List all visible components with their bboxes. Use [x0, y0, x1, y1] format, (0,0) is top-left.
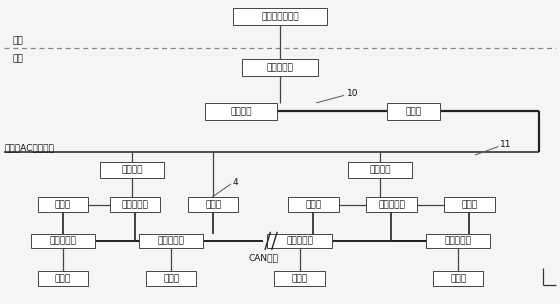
Text: 隔离耦合器: 隔离耦合器 — [122, 200, 148, 209]
FancyBboxPatch shape — [274, 271, 325, 286]
FancyBboxPatch shape — [242, 59, 318, 76]
Text: 4: 4 — [232, 178, 238, 187]
Text: 姿态检测器: 姿态检测器 — [158, 237, 185, 245]
Text: 电磁阀: 电磁阀 — [55, 274, 71, 283]
FancyBboxPatch shape — [110, 198, 160, 212]
Text: 姿态检测器: 姿态检测器 — [286, 237, 313, 245]
Text: 传感器: 传感器 — [205, 200, 221, 209]
Text: 11: 11 — [500, 140, 512, 149]
Text: 电磁阀: 电磁阀 — [291, 274, 307, 283]
Text: 双路电源: 双路电源 — [370, 166, 391, 174]
Text: 双路电源: 双路电源 — [122, 166, 143, 174]
Text: 顺槽主机: 顺槽主机 — [230, 107, 252, 116]
Text: 电磁阀: 电磁阀 — [164, 274, 179, 283]
FancyBboxPatch shape — [205, 103, 277, 119]
Text: 姿态检测器: 姿态检测器 — [49, 237, 76, 245]
Text: 姿态检测器: 姿态检测器 — [445, 237, 472, 245]
FancyBboxPatch shape — [288, 198, 338, 212]
Text: 传感器: 传感器 — [305, 200, 321, 209]
Text: 隔离耦合器: 隔离耦合器 — [378, 200, 405, 209]
FancyBboxPatch shape — [38, 271, 88, 286]
Text: 传感器: 传感器 — [55, 200, 71, 209]
FancyBboxPatch shape — [433, 271, 483, 286]
Text: 工作面AC电源线路: 工作面AC电源线路 — [4, 143, 54, 152]
FancyBboxPatch shape — [348, 162, 412, 178]
FancyBboxPatch shape — [445, 198, 494, 212]
Text: 电磁阀: 电磁阀 — [450, 274, 466, 283]
FancyBboxPatch shape — [426, 234, 491, 248]
Text: 传感器: 传感器 — [461, 200, 478, 209]
FancyBboxPatch shape — [366, 198, 417, 212]
FancyBboxPatch shape — [31, 234, 95, 248]
FancyBboxPatch shape — [232, 8, 328, 25]
Text: 地面主控计算机: 地面主控计算机 — [261, 12, 299, 21]
Text: 井下: 井下 — [12, 54, 24, 63]
FancyBboxPatch shape — [146, 271, 197, 286]
FancyBboxPatch shape — [100, 162, 165, 178]
FancyBboxPatch shape — [188, 198, 238, 212]
Text: CAN总线: CAN总线 — [248, 253, 278, 262]
Text: 耦合器: 耦合器 — [405, 107, 422, 116]
FancyBboxPatch shape — [38, 198, 88, 212]
FancyBboxPatch shape — [268, 234, 332, 248]
FancyBboxPatch shape — [139, 234, 203, 248]
FancyBboxPatch shape — [388, 103, 440, 119]
Text: 井下交换机: 井下交换机 — [267, 63, 293, 72]
Text: 10: 10 — [347, 89, 358, 98]
Text: 地面: 地面 — [12, 36, 24, 45]
